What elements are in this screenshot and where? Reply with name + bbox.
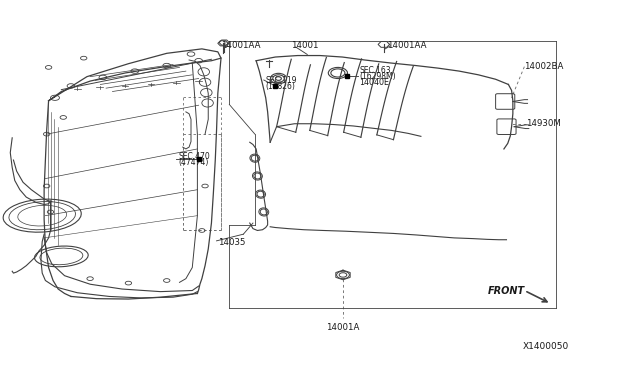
Text: 14930M: 14930M: [525, 119, 561, 128]
Text: SEC.163: SEC.163: [360, 66, 391, 75]
Text: SEC.119: SEC.119: [266, 76, 297, 85]
Text: (11826): (11826): [266, 82, 296, 91]
Text: (47474): (47474): [178, 158, 209, 167]
Text: 14001AA: 14001AA: [387, 41, 426, 51]
Text: X1400050: X1400050: [523, 341, 570, 350]
Text: 14002BA: 14002BA: [524, 62, 564, 71]
Text: 14035: 14035: [218, 238, 245, 247]
Text: SEC.470: SEC.470: [178, 152, 210, 161]
Text: 14001: 14001: [291, 41, 319, 51]
Text: 14001A: 14001A: [326, 323, 359, 332]
Text: 14040E: 14040E: [360, 78, 390, 87]
Text: FRONT: FRONT: [487, 286, 524, 295]
Text: 14001AA: 14001AA: [221, 41, 260, 51]
Text: (16298M): (16298M): [360, 72, 396, 81]
